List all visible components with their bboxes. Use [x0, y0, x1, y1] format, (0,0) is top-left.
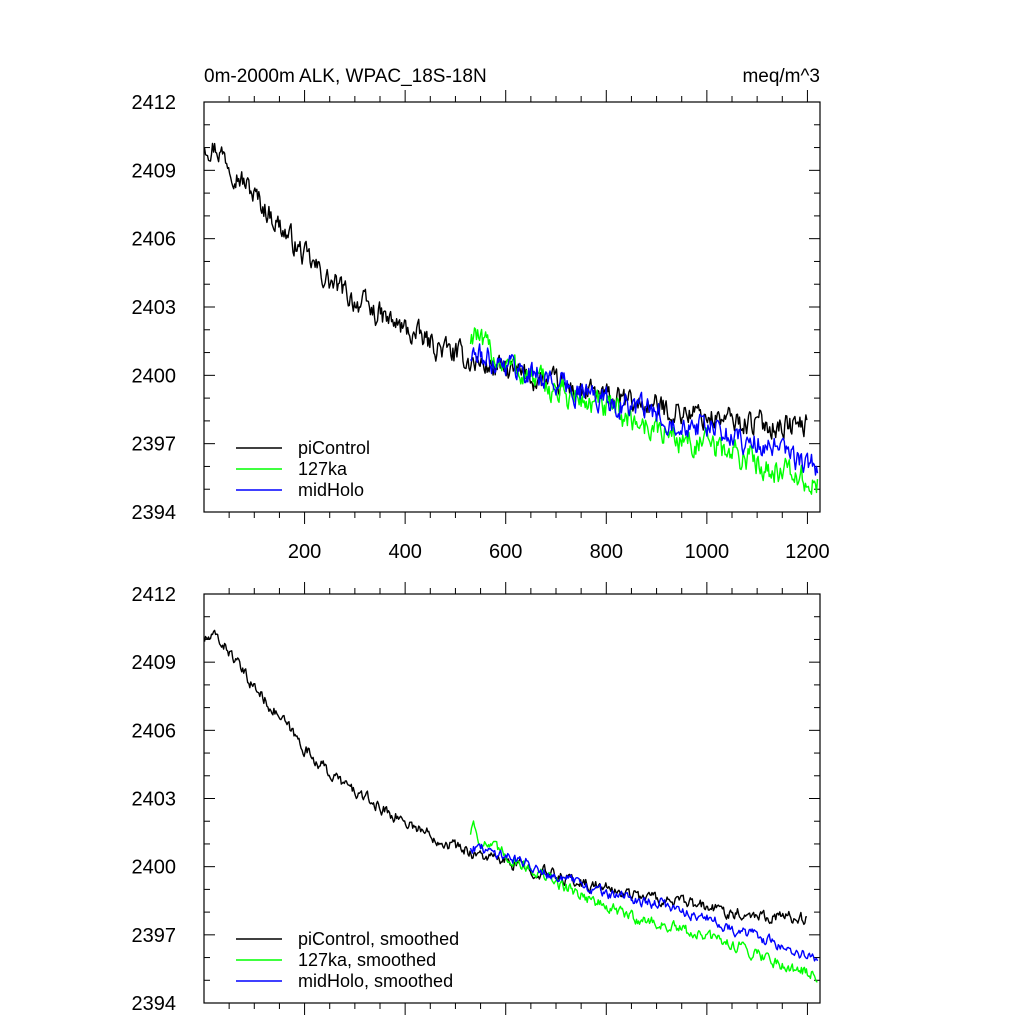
series-line-picontrol-smoothed [203, 629, 807, 926]
x-tick-label: 800 [590, 541, 623, 563]
y-tick-label: 2409 [132, 652, 177, 674]
legend-label: piControl [298, 438, 370, 458]
y-tick-label: 2394 [132, 502, 177, 524]
x-tick-label: 600 [489, 541, 522, 563]
series-line-midholo [469, 343, 819, 476]
series-line-picontrol [203, 142, 808, 441]
x-tick-label: 1200 [785, 541, 830, 563]
legend-label: piControl, smoothed [298, 929, 459, 949]
legend-label: midHolo, smoothed [298, 971, 453, 991]
x-tick-label: 200 [288, 541, 321, 563]
chart-units: meq/m^3 [742, 66, 820, 87]
y-tick-label: 2403 [132, 789, 177, 811]
y-tick-label: 2403 [132, 297, 177, 319]
y-tick-label: 2394 [132, 993, 177, 1015]
legend-label: 127ka, smoothed [298, 950, 436, 970]
y-tick-label: 2397 [132, 925, 177, 947]
legend-label: 127ka [298, 459, 348, 479]
plot-frame [203, 101, 821, 513]
x-tick-label: 400 [388, 541, 421, 563]
y-tick-label: 2412 [132, 584, 177, 606]
y-tick-label: 2400 [132, 857, 177, 879]
bottom-panel: 2394 2397 2400 2403 2406 2409 2412 piControl, s… [132, 582, 821, 1015]
y-tick-label: 2406 [132, 720, 177, 742]
series-line-midholo-smoothed [469, 843, 819, 962]
y-tick-label: 2409 [132, 160, 177, 182]
series-line-127ka-smoothed [469, 820, 818, 983]
y-tick-label: 2397 [132, 434, 177, 456]
y-tick-label: 2406 [132, 229, 177, 251]
x-tick-label: 1000 [685, 541, 730, 563]
legend-label: midHolo [298, 480, 364, 500]
y-tick-label: 2412 [132, 92, 177, 114]
y-tick-label: 2400 [132, 365, 177, 387]
chart-title: 0m-2000m ALK, WPAC_18S-18N [204, 66, 487, 87]
top-panel: 0m-2000m ALK, WPAC_18S-18N meq/m^3 2394 2… [132, 66, 830, 563]
